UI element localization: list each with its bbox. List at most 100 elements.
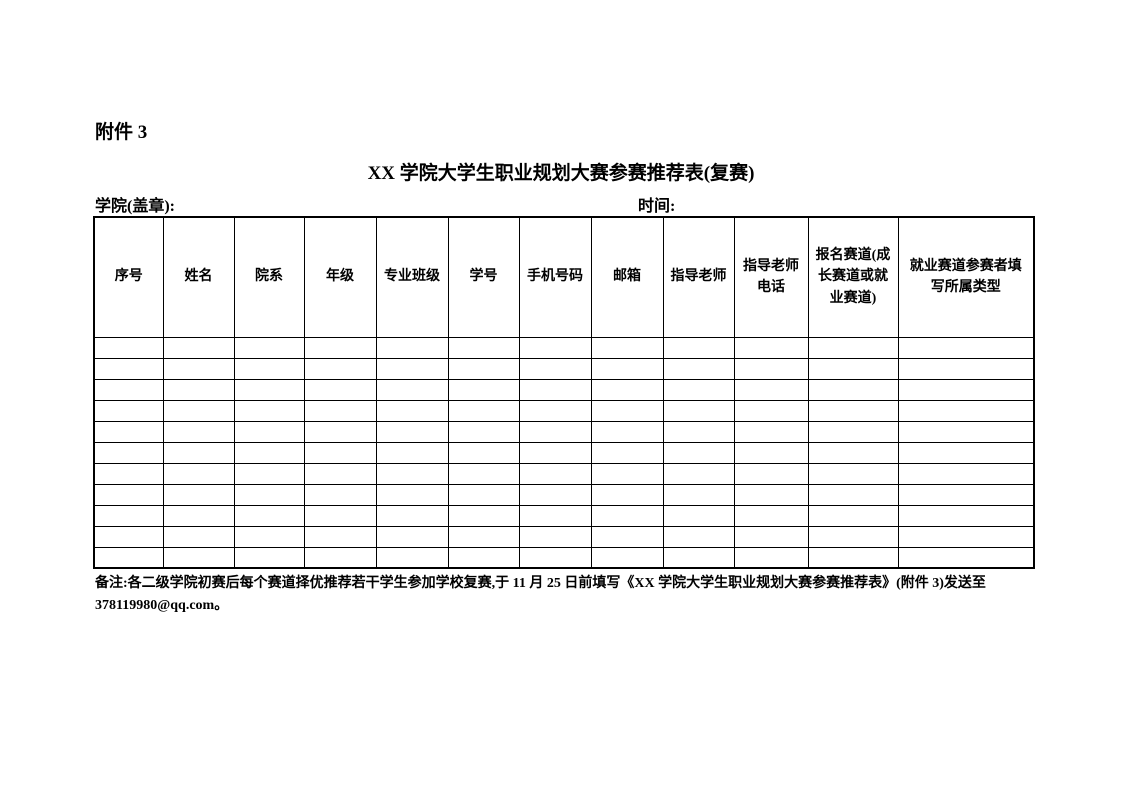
table-cell[interactable] [662,483,735,506]
table-cell[interactable] [162,357,235,380]
table-cell[interactable] [807,399,899,422]
table-cell[interactable] [897,462,1035,485]
table-cell[interactable] [897,399,1035,422]
table-cell[interactable] [93,378,164,401]
table-cell[interactable] [233,357,305,380]
table-cell[interactable] [733,336,809,359]
table-cell[interactable] [807,336,899,359]
table-cell[interactable] [233,525,305,548]
table-cell[interactable] [733,546,809,569]
table-cell[interactable] [590,441,664,464]
table-cell[interactable] [447,378,520,401]
table-cell[interactable] [733,504,809,527]
table-cell[interactable] [590,546,664,569]
table-cell[interactable] [303,525,377,548]
table-cell[interactable] [93,462,164,485]
table-cell[interactable] [897,546,1035,569]
table-cell[interactable] [662,399,735,422]
table-cell[interactable] [303,504,377,527]
table-cell[interactable] [518,378,592,401]
table-cell[interactable] [233,504,305,527]
table-cell[interactable] [518,462,592,485]
table-cell[interactable] [897,504,1035,527]
table-cell[interactable] [375,462,449,485]
table-cell[interactable] [590,462,664,485]
table-cell[interactable] [807,462,899,485]
table-cell[interactable] [590,336,664,359]
table-cell[interactable] [233,483,305,506]
table-cell[interactable] [447,546,520,569]
table-cell[interactable] [447,462,520,485]
table-cell[interactable] [897,483,1035,506]
table-cell[interactable] [807,525,899,548]
table-cell[interactable] [233,441,305,464]
table-cell[interactable] [518,546,592,569]
table-cell[interactable] [518,357,592,380]
table-cell[interactable] [518,483,592,506]
table-cell[interactable] [662,525,735,548]
table-cell[interactable] [897,441,1035,464]
table-cell[interactable] [93,441,164,464]
table-cell[interactable] [375,399,449,422]
table-cell[interactable] [233,420,305,443]
table-cell[interactable] [733,357,809,380]
table-cell[interactable] [662,336,735,359]
table-cell[interactable] [303,441,377,464]
table-cell[interactable] [375,546,449,569]
table-cell[interactable] [662,504,735,527]
table-cell[interactable] [807,504,899,527]
table-cell[interactable] [447,504,520,527]
table-cell[interactable] [162,420,235,443]
table-cell[interactable] [162,462,235,485]
table-cell[interactable] [662,420,735,443]
table-cell[interactable] [590,525,664,548]
table-cell[interactable] [162,504,235,527]
table-cell[interactable] [375,357,449,380]
table-cell[interactable] [375,441,449,464]
table-cell[interactable] [375,336,449,359]
table-cell[interactable] [807,483,899,506]
table-cell[interactable] [162,483,235,506]
table-cell[interactable] [518,504,592,527]
table-cell[interactable] [303,357,377,380]
table-cell[interactable] [233,546,305,569]
table-cell[interactable] [733,462,809,485]
table-cell[interactable] [447,420,520,443]
table-cell[interactable] [93,336,164,359]
table-cell[interactable] [897,525,1035,548]
table-cell[interactable] [662,546,735,569]
table-cell[interactable] [447,525,520,548]
table-cell[interactable] [93,420,164,443]
table-cell[interactable] [162,378,235,401]
table-cell[interactable] [662,462,735,485]
table-cell[interactable] [662,378,735,401]
table-cell[interactable] [447,357,520,380]
table-cell[interactable] [807,546,899,569]
table-cell[interactable] [807,378,899,401]
table-cell[interactable] [233,399,305,422]
table-cell[interactable] [447,399,520,422]
table-cell[interactable] [233,462,305,485]
table-cell[interactable] [375,525,449,548]
table-cell[interactable] [303,399,377,422]
table-cell[interactable] [233,378,305,401]
table-cell[interactable] [93,504,164,527]
table-cell[interactable] [518,336,592,359]
table-cell[interactable] [93,483,164,506]
table-cell[interactable] [807,420,899,443]
table-cell[interactable] [375,420,449,443]
table-cell[interactable] [375,378,449,401]
table-cell[interactable] [93,399,164,422]
table-cell[interactable] [733,399,809,422]
table-cell[interactable] [807,357,899,380]
table-cell[interactable] [447,441,520,464]
table-cell[interactable] [590,420,664,443]
table-cell[interactable] [590,378,664,401]
table-cell[interactable] [162,525,235,548]
table-cell[interactable] [662,357,735,380]
table-cell[interactable] [447,336,520,359]
table-cell[interactable] [162,441,235,464]
table-cell[interactable] [807,441,899,464]
table-cell[interactable] [162,336,235,359]
table-cell[interactable] [303,462,377,485]
